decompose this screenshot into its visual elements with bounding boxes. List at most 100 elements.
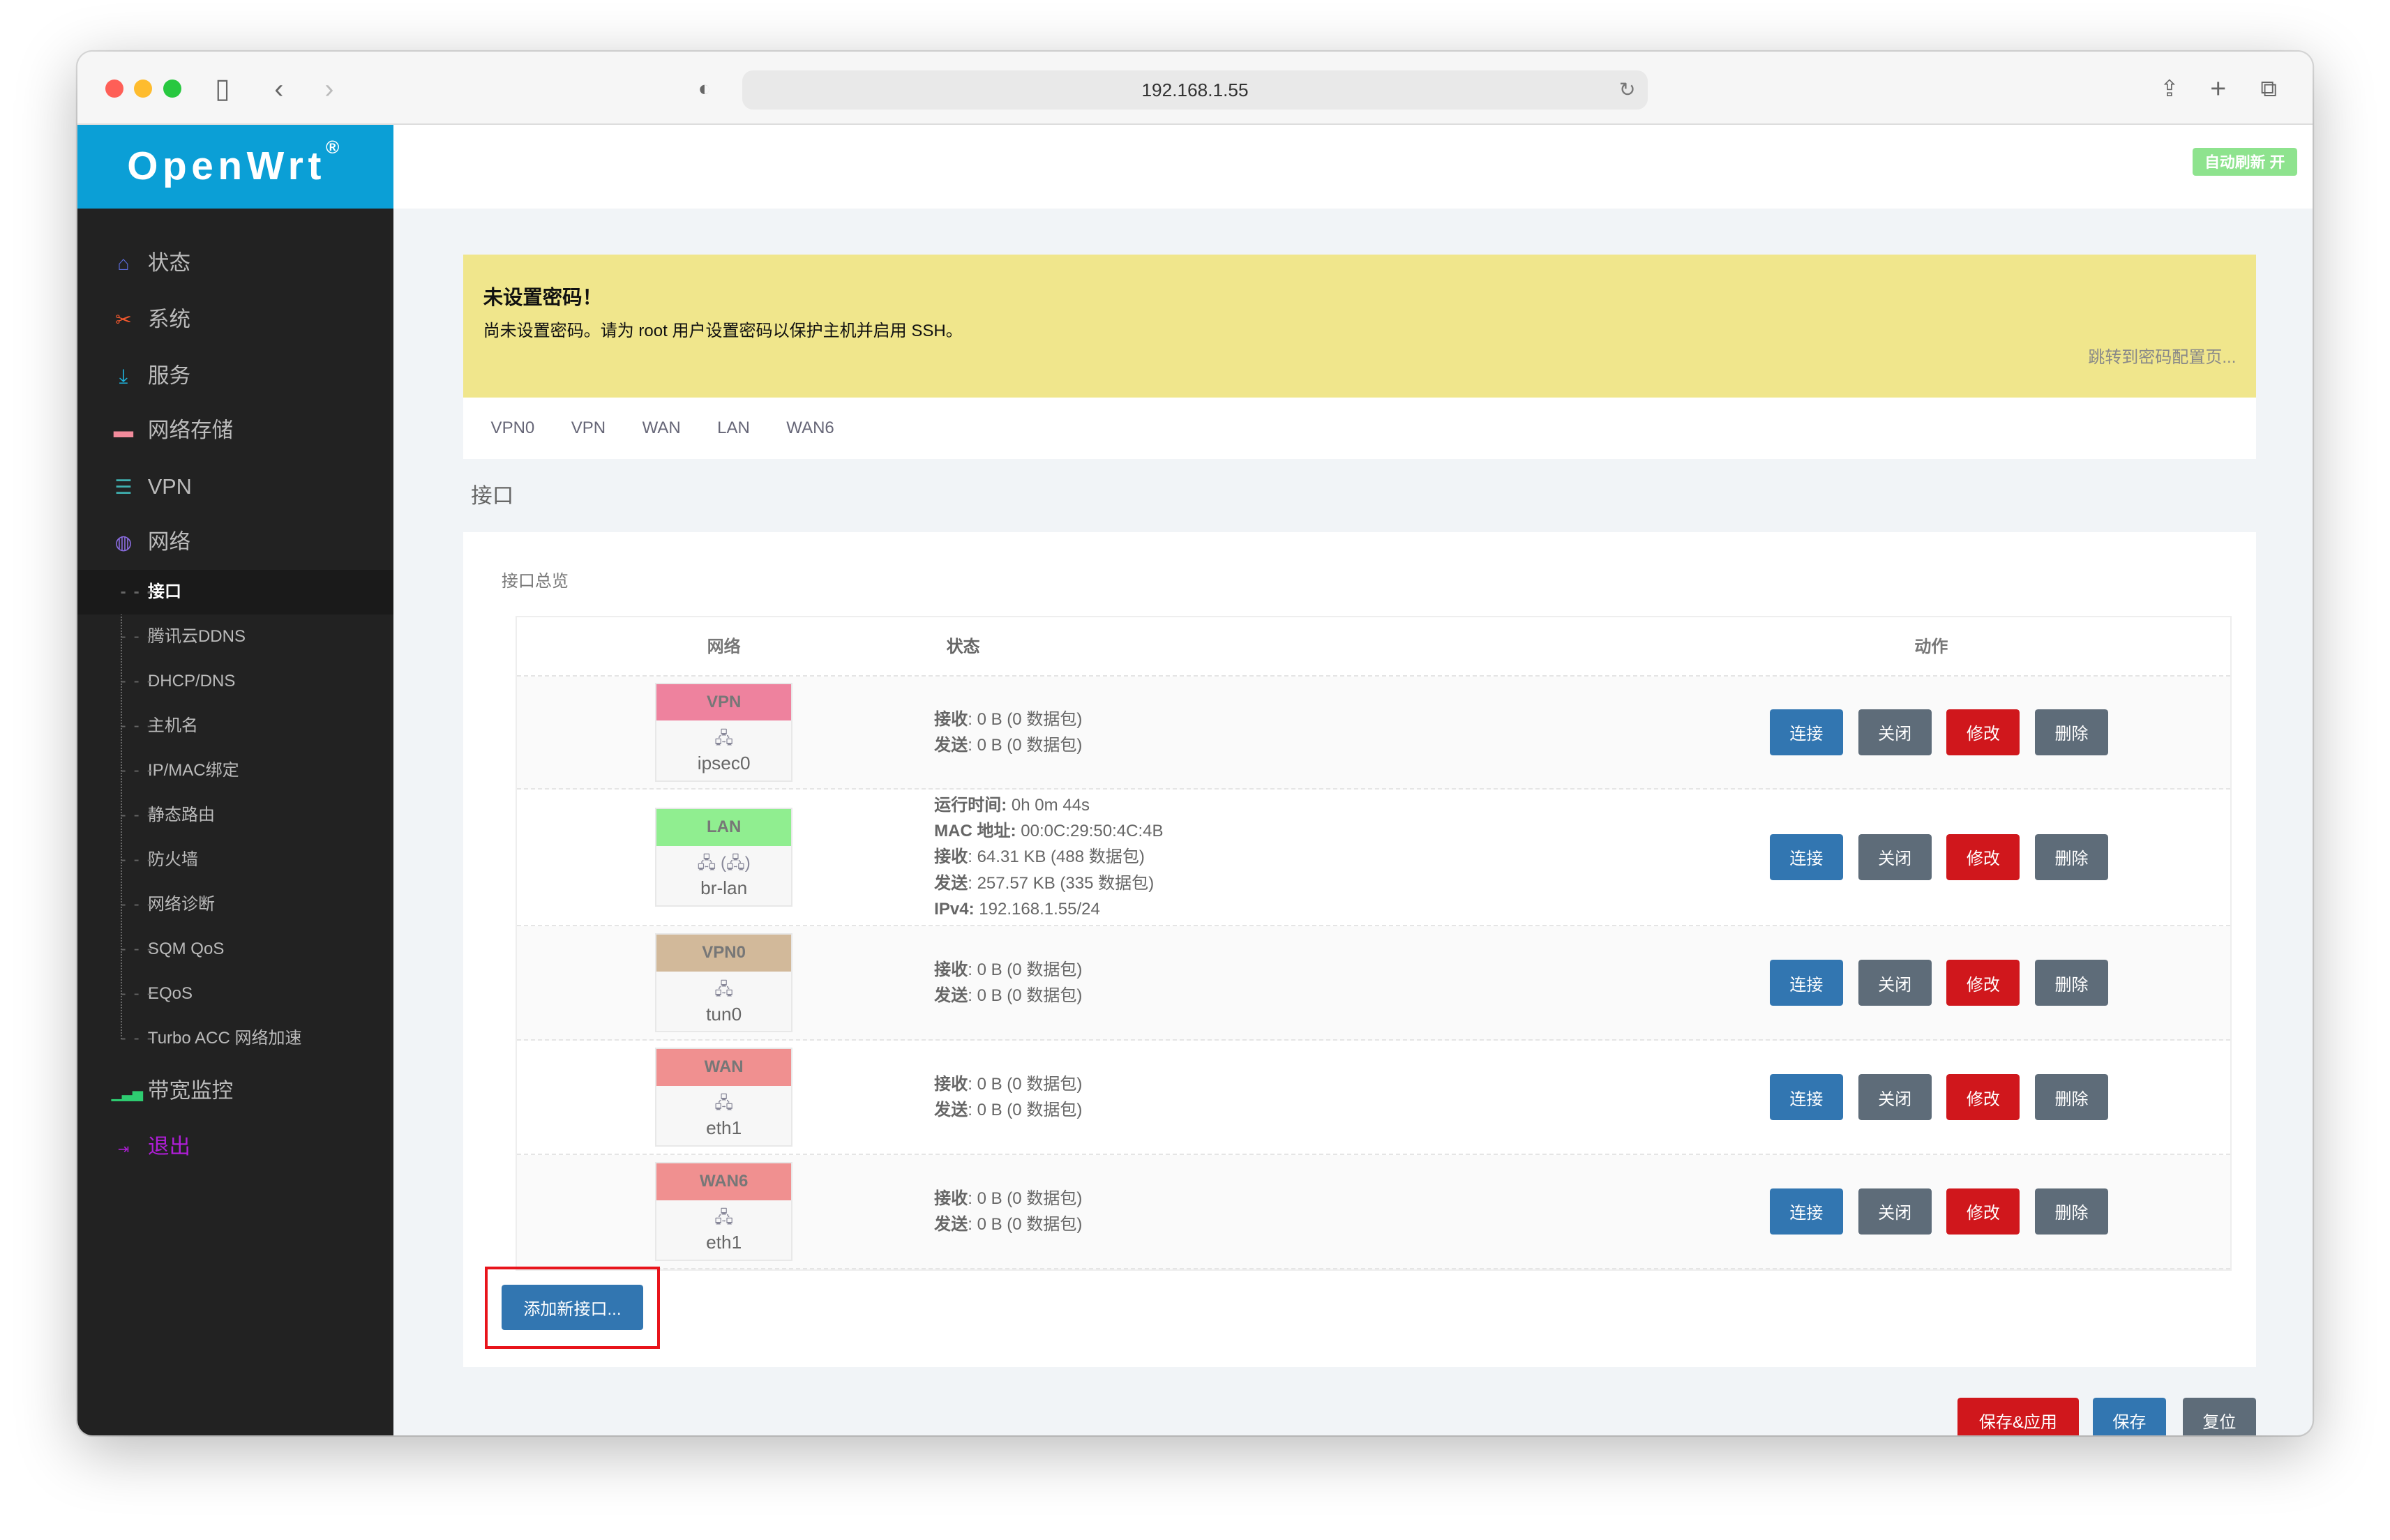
maximize-window-button[interactable] [163,79,181,98]
stop-button[interactable]: 关闭 [1858,834,1932,880]
network-device-icon: 🖧 [714,1094,734,1113]
network-device-icon: 🖧 [714,729,734,748]
stop-button[interactable]: 关闭 [1858,1074,1932,1120]
connect-button[interactable]: 连接 [1769,960,1843,1006]
connect-button[interactable]: 连接 [1769,1074,1843,1120]
download-icon: ⤓ [119,365,128,388]
sidebar-item-3[interactable]: ▬ 网络存储 [111,416,233,446]
sidebar: OpenWrt® ⌂ 状态 ✂ 系统 ⤓ 服务 ▬ 网络存储 ☰ VPN ◍ 网络 - - - 接口 - -… [77,125,393,1436]
column-actions: 动作 [1914,637,1948,656]
sidebar-subitem-0[interactable]: - - - 接口 [77,570,393,614]
sidebar-item-2[interactable]: ⤓ 服务 [111,361,190,392]
new-tab-icon[interactable]: + [2210,73,2227,104]
sidebar-subitem-10[interactable]: - - - Turbo ACC 网络加速 [120,1029,302,1048]
connect-button[interactable]: 连接 [1769,1188,1843,1235]
tab-lan[interactable]: LAN [717,418,750,438]
sidebar-subitem-8[interactable]: - - - SQM QoS [120,939,225,959]
list-icon: ☰ [114,476,133,499]
bar-chart-icon: ▁▃▅ [111,1085,143,1101]
sidebar-subitem-9[interactable]: - - - EQoS [120,984,193,1004]
stop-button[interactable]: 关闭 [1858,709,1932,755]
delete-button[interactable]: 删除 [2035,709,2108,755]
sidebar-item-5[interactable]: ◍ 网络 [111,527,191,558]
sidebar-item-1[interactable]: ✂ 系统 [111,305,190,335]
delete-button[interactable]: 删除 [2035,1188,2108,1235]
delete-button[interactable]: 删除 [2035,1074,2108,1120]
shield-icon[interactable]: ◐ [698,76,712,100]
interface-badge[interactable]: LAN 🖧 (🖧) br-lan [655,808,792,907]
share-icon[interactable]: ⇪ [2160,75,2179,101]
edit-button[interactable]: 修改 [1946,834,2020,880]
back-icon[interactable]: ‹ [274,73,284,104]
sidebar-subitem-1[interactable]: - - - 腾讯云DDNS [120,627,246,647]
table-row: LAN 🖧 (🖧) br-lan 运行时间: 0h 0m 44s MAC 地址: 00… [516,790,2230,927]
sidebar-item-4[interactable]: ☰ VPN [111,472,192,503]
save-apply-button[interactable]: 保存&应用 [1957,1397,2080,1436]
save-button[interactable]: 保存 [2092,1397,2166,1436]
tab-wan6[interactable]: WAN6 [786,418,834,438]
device-name: eth1 [706,1117,742,1139]
interface-badge[interactable]: WAN 🖧 eth1 [655,1048,792,1147]
add-interface-button[interactable]: 添加新接口... [501,1284,644,1331]
device-name: ipsec0 [697,753,751,774]
table-header: 网络 状态 动作 [516,617,2230,677]
sidebar-subitem-3[interactable]: - - - 主机名 [120,716,198,736]
delete-button[interactable]: 删除 [2035,960,2108,1006]
password-config-link[interactable]: 跳转到密码配置页... [2088,347,2237,367]
delete-button[interactable]: 删除 [2035,834,2108,880]
table-row: WAN6 🖧 eth1 接收: 0 B (0 数据包) 发送: 0 B (0 数据包)… [516,1155,2230,1269]
interface-status: 接收: 0 B (0 数据包) 发送: 0 B (0 数据包) [934,1074,1083,1120]
edit-button[interactable]: 修改 [1946,1074,2020,1120]
disk-icon: ▬ [113,420,134,443]
globe-icon: ◍ [114,531,133,554]
connect-button[interactable]: 连接 [1769,834,1843,880]
sidebar-item-logout[interactable]: ⇥ 退出 [111,1132,190,1163]
device-name: br-lan [700,877,748,899]
auto-refresh-toggle[interactable]: 自动刷新 开 [2192,147,2297,176]
url-text: 192.168.1.55 [1141,79,1249,100]
stop-button[interactable]: 关闭 [1858,960,1932,1006]
column-network: 网络 [707,637,741,656]
home-icon: ⌂ [117,252,130,275]
table-row: VPN 🖧 ipsec0 接收: 0 B (0 数据包) 发送: 0 B (0 数据包… [516,676,2230,790]
interface-status: 运行时间: 0h 0m 44s MAC 地址: 00:0C:29:50:4C:4B… [934,796,1164,919]
edit-button[interactable]: 修改 [1946,1188,2020,1235]
password-warning: 未设置密码！ 尚未设置密码。请为 root 用户设置密码以保护主机并启用 SSH… [463,254,2256,398]
device-name: tun0 [706,1003,742,1025]
browser-toolbar: ▯ ‹ › ◐ 192.168.1.55 ↻ ⇪ + ⧉ [77,52,2313,126]
edit-button[interactable]: 修改 [1946,709,2020,755]
tab-wan[interactable]: WAN [642,418,681,438]
edit-button[interactable]: 修改 [1946,960,2020,1006]
network-device-icon: 🖧 [714,1208,734,1228]
interface-tabs: VPN0 VPN WAN LAN WAN6 [463,398,2256,459]
column-status: 状态 [946,637,980,656]
forward-icon[interactable]: › [324,73,334,104]
address-bar[interactable]: 192.168.1.55 ↻ [742,70,1648,110]
page-title: 接口 [471,484,514,508]
sidebar-subitem-7[interactable]: - - - 网络诊断 [120,895,215,914]
reset-button[interactable]: 复位 [2182,1397,2256,1436]
stop-button[interactable]: 关闭 [1858,1188,1932,1235]
tree-line [120,570,122,1040]
sidebar-item-bar-chart[interactable]: ▁▃▅ 带宽监控 [111,1076,233,1107]
sidebar-subitem-5[interactable]: - - - 静态路由 [120,806,215,825]
alert-title: 未设置密码！ [483,287,602,310]
tab-vpn[interactable]: VPN [571,418,606,438]
highlight-box [484,1266,661,1349]
close-window-button[interactable] [105,79,123,98]
connect-button[interactable]: 连接 [1769,709,1843,755]
openwrt-logo[interactable]: OpenWrt® [77,125,393,209]
network-device-icon: 🖧 (🖧) [697,854,751,873]
sidebar-subitem-6[interactable]: - - - 防火墙 [120,850,198,870]
sidebar-toggle-icon[interactable]: ▯ [215,73,230,104]
tab-vpn0[interactable]: VPN0 [490,418,535,438]
sidebar-subitem-4[interactable]: - - - IP/MAC绑定 [120,761,239,780]
interface-badge[interactable]: VPN 🖧 ipsec0 [655,682,792,782]
interface-badge[interactable]: WAN6 🖧 eth1 [655,1162,792,1261]
sidebar-item-0[interactable]: ⌂ 状态 [111,248,190,279]
tabs-overview-icon[interactable]: ⧉ [2260,75,2277,101]
sidebar-subitem-2[interactable]: - - - DHCP/DNS [120,672,236,691]
minimize-window-button[interactable] [134,79,153,98]
interface-badge[interactable]: VPN0 🖧 tun0 [655,933,792,1032]
reload-icon[interactable]: ↻ [1618,78,1636,101]
